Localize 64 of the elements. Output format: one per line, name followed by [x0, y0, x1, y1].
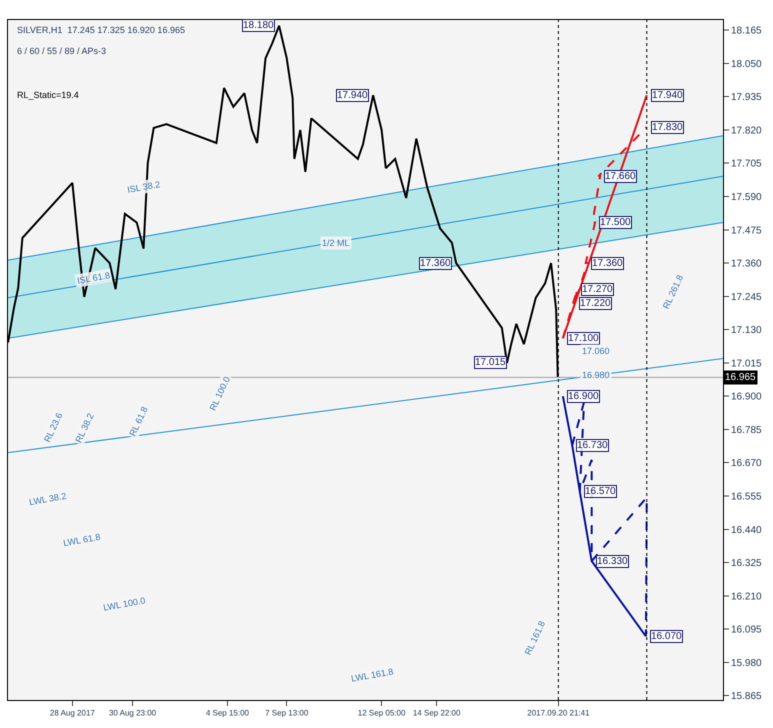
y-tick-label: 16.210	[731, 591, 762, 602]
annotation: 16.330	[597, 556, 628, 567]
annotation: RL_Static=19.4	[17, 90, 79, 100]
y-tick-label: 17.935	[731, 92, 762, 104]
text: SILVER,H1 17.245 17.325 16.920 16.965	[17, 25, 185, 35]
annotation: RL 61.8	[127, 405, 150, 438]
annotation: 17.660	[605, 171, 636, 182]
annotation: 16.900	[568, 391, 600, 402]
annotation: 17.100	[568, 333, 600, 344]
y-tick-label: 17.245	[731, 292, 762, 303]
annotation: RL 23.6	[42, 411, 64, 444]
annotation: 18.180	[243, 20, 274, 31]
annotation: 17.360	[592, 258, 624, 269]
y-tick-label: 16.440	[731, 524, 762, 536]
annotation: 17.940	[337, 90, 368, 101]
x-tick-label: 28 Aug 2017	[50, 708, 96, 718]
ref-line-label: 16.965	[725, 372, 756, 383]
annotation: ISL 38.2	[126, 179, 161, 195]
y-tick-label: 17.360	[731, 258, 762, 270]
y-tick-label: 16.670	[731, 458, 762, 470]
annotation: LWL 61.8	[62, 532, 102, 548]
y-tick-label: 17.705	[731, 158, 762, 170]
y-tick-label: 17.590	[731, 192, 762, 204]
annotation: 16.570	[585, 486, 616, 497]
annotation: LWL 38.2	[28, 490, 68, 508]
y-tick-label: 16.095	[731, 624, 762, 636]
annotation: 17.015	[475, 357, 506, 368]
annotation: RL 100.0	[208, 375, 232, 412]
y-tick-label: 16.555	[731, 492, 762, 502]
annotation: 16.730	[577, 440, 608, 451]
y-tick-label: 17.015	[731, 358, 762, 370]
y-tick-label: 16.325	[731, 558, 762, 570]
x-tick-label: 30 Aug 23:00	[108, 708, 157, 718]
annotation: 1/2 ML	[322, 238, 350, 248]
annotation: 17.270	[582, 284, 614, 295]
x-tick-label: 12 Sep 05:00	[358, 708, 406, 718]
annotation: 17.500	[600, 217, 632, 228]
annotation: 17.360	[420, 258, 452, 269]
y-tick-label: 16.785	[731, 424, 762, 436]
y-tick-label: 16.900	[731, 392, 762, 403]
annotation: 17.220	[580, 298, 612, 309]
annotation: 16.980	[582, 370, 610, 380]
x-tick-label: 2017.09.20 21:41	[527, 708, 590, 718]
annotation: 16.070	[651, 631, 682, 642]
annotation: 17.060	[582, 346, 610, 356]
annotation: LWL 161.8	[350, 666, 394, 684]
y-tick-label: 17.820	[731, 125, 762, 136]
annotation: 17.940	[652, 90, 684, 101]
y-tick-label: 15.865	[731, 691, 762, 702]
annotation: RL 161.8	[522, 619, 548, 656]
x-tick-label: 4 Sep 15:00	[206, 708, 250, 718]
y-tick-label: 17.130	[731, 325, 762, 336]
text: 6 / 60 / 55 / 89 / APs-3	[17, 46, 106, 56]
annotation: RL 261.8	[660, 273, 686, 310]
y-tick-label: 18.165	[731, 26, 762, 37]
annotation: 17.830	[652, 122, 684, 133]
y-tick-label: 17.475	[731, 225, 762, 236]
annotation: RL 38.2	[73, 412, 96, 444]
y-tick-label: 18.050	[731, 58, 762, 70]
x-tick-label: 7 Sep 13:00	[265, 708, 309, 718]
annotation: ISL 61.8	[76, 270, 111, 286]
annotation: LWL 100.0	[102, 595, 146, 613]
y-tick-label: 15.980	[731, 658, 762, 669]
x-tick-label: 14 Sep 22:00	[412, 708, 462, 718]
